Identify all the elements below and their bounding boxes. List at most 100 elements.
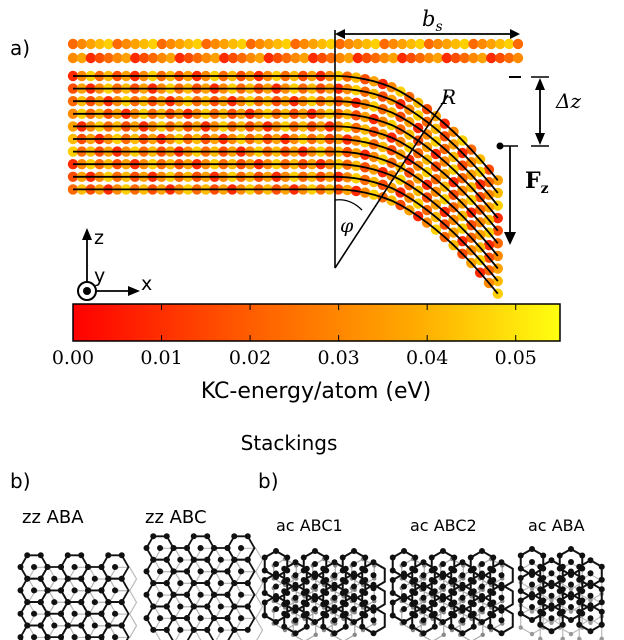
lattice-atom	[362, 577, 369, 584]
lattice-atom	[598, 576, 605, 583]
lattice-atom	[163, 603, 170, 610]
lattice-atom	[548, 592, 555, 599]
lattice-atom	[537, 563, 544, 570]
lattice-atom	[529, 617, 535, 624]
lattice-atom	[224, 615, 231, 622]
layer-curve	[73, 150, 499, 257]
atom	[165, 38, 177, 50]
atom	[317, 52, 328, 64]
lattice-atom	[540, 597, 547, 604]
lattice-atom	[58, 610, 64, 617]
lattice-atom	[568, 568, 574, 575]
lattice-atom	[320, 565, 327, 572]
lattice-atom	[568, 617, 574, 624]
lattice-atom	[190, 580, 197, 587]
lattice-atom	[459, 630, 466, 637]
lattice-atom	[163, 556, 170, 563]
lattice-atom	[331, 572, 338, 579]
lattice-atom	[401, 561, 407, 567]
lattice-atom	[339, 590, 346, 597]
lattice-atom	[559, 621, 566, 628]
atom	[512, 52, 524, 64]
atom	[210, 52, 221, 64]
lattice-atom	[459, 581, 466, 588]
lattice-atom	[331, 617, 338, 624]
lattice-atom	[479, 570, 485, 577]
lattice-atom	[238, 545, 244, 551]
lattice-atom	[190, 626, 197, 633]
lattice-atom	[58, 587, 64, 594]
atom	[290, 52, 301, 64]
lattice-atom	[467, 590, 474, 597]
lattice-atom	[31, 610, 37, 617]
lattice-atom	[459, 559, 466, 566]
atom	[388, 38, 399, 50]
lattice-atom	[351, 548, 357, 554]
lattice-atom	[331, 581, 338, 588]
lattice-atom	[44, 564, 51, 570]
lattice-atom	[37, 622, 44, 629]
lattice-atom	[470, 623, 477, 630]
lattice-atom	[312, 561, 318, 567]
atom	[325, 38, 337, 50]
stacking-ac-abc1-label: ac ABC1	[276, 516, 343, 535]
lattice-atom	[556, 597, 563, 604]
lattice-atom	[518, 625, 523, 630]
lattice-atom	[587, 602, 594, 609]
lattice-atom	[17, 587, 24, 594]
lattice-atom	[312, 593, 318, 600]
atom	[299, 52, 310, 64]
lattice-layer	[261, 548, 386, 637]
lattice-atom	[37, 575, 44, 582]
atom	[254, 38, 266, 50]
atom	[468, 52, 479, 64]
lattice-atom	[498, 581, 505, 588]
atom	[236, 38, 248, 50]
lattice-atom	[579, 575, 586, 582]
lattice-atom	[556, 565, 563, 572]
atom	[361, 38, 372, 50]
lattice-atom	[300, 577, 307, 584]
lattice-atom	[568, 586, 574, 592]
lattice-atom	[576, 608, 583, 615]
atom	[192, 38, 203, 50]
lattice-atom	[548, 628, 555, 635]
lattice-atom	[448, 565, 455, 572]
atom	[281, 52, 292, 64]
lattice-atom	[587, 557, 594, 564]
lattice-atom	[261, 577, 268, 584]
lattice-atom	[184, 591, 190, 598]
lattice-atom	[217, 603, 224, 610]
lattice-atom	[163, 533, 170, 540]
lattice-atom	[549, 620, 554, 625]
lattice-atom	[467, 599, 474, 606]
lattice-atom	[312, 548, 318, 554]
atom	[245, 38, 257, 50]
lattice-atom	[105, 599, 112, 606]
lattice-atom	[244, 626, 251, 633]
lattice-atom	[517, 588, 524, 595]
atom	[334, 52, 346, 64]
lattice-atom	[448, 623, 455, 630]
bent-layer	[67, 171, 503, 287]
lattice-atom	[292, 572, 299, 579]
lattice-atom	[224, 545, 231, 551]
atom	[174, 38, 185, 50]
lattice-atom	[409, 565, 416, 572]
lattice-atom	[224, 568, 231, 575]
bent-layer	[67, 70, 503, 186]
lattice-atom	[303, 623, 310, 630]
lattice-atom	[24, 622, 31, 629]
atom	[379, 52, 390, 64]
lattice-atom	[420, 559, 427, 566]
lattice-atom	[64, 575, 71, 582]
lattice-atom	[431, 623, 438, 630]
lattice-atom	[261, 554, 268, 561]
lattice-atom	[217, 556, 224, 563]
lattice-atom	[150, 580, 157, 587]
lattice-atom	[112, 564, 118, 570]
atom	[85, 52, 97, 64]
lattice-atom	[143, 591, 150, 598]
lattice-atom	[549, 598, 554, 603]
